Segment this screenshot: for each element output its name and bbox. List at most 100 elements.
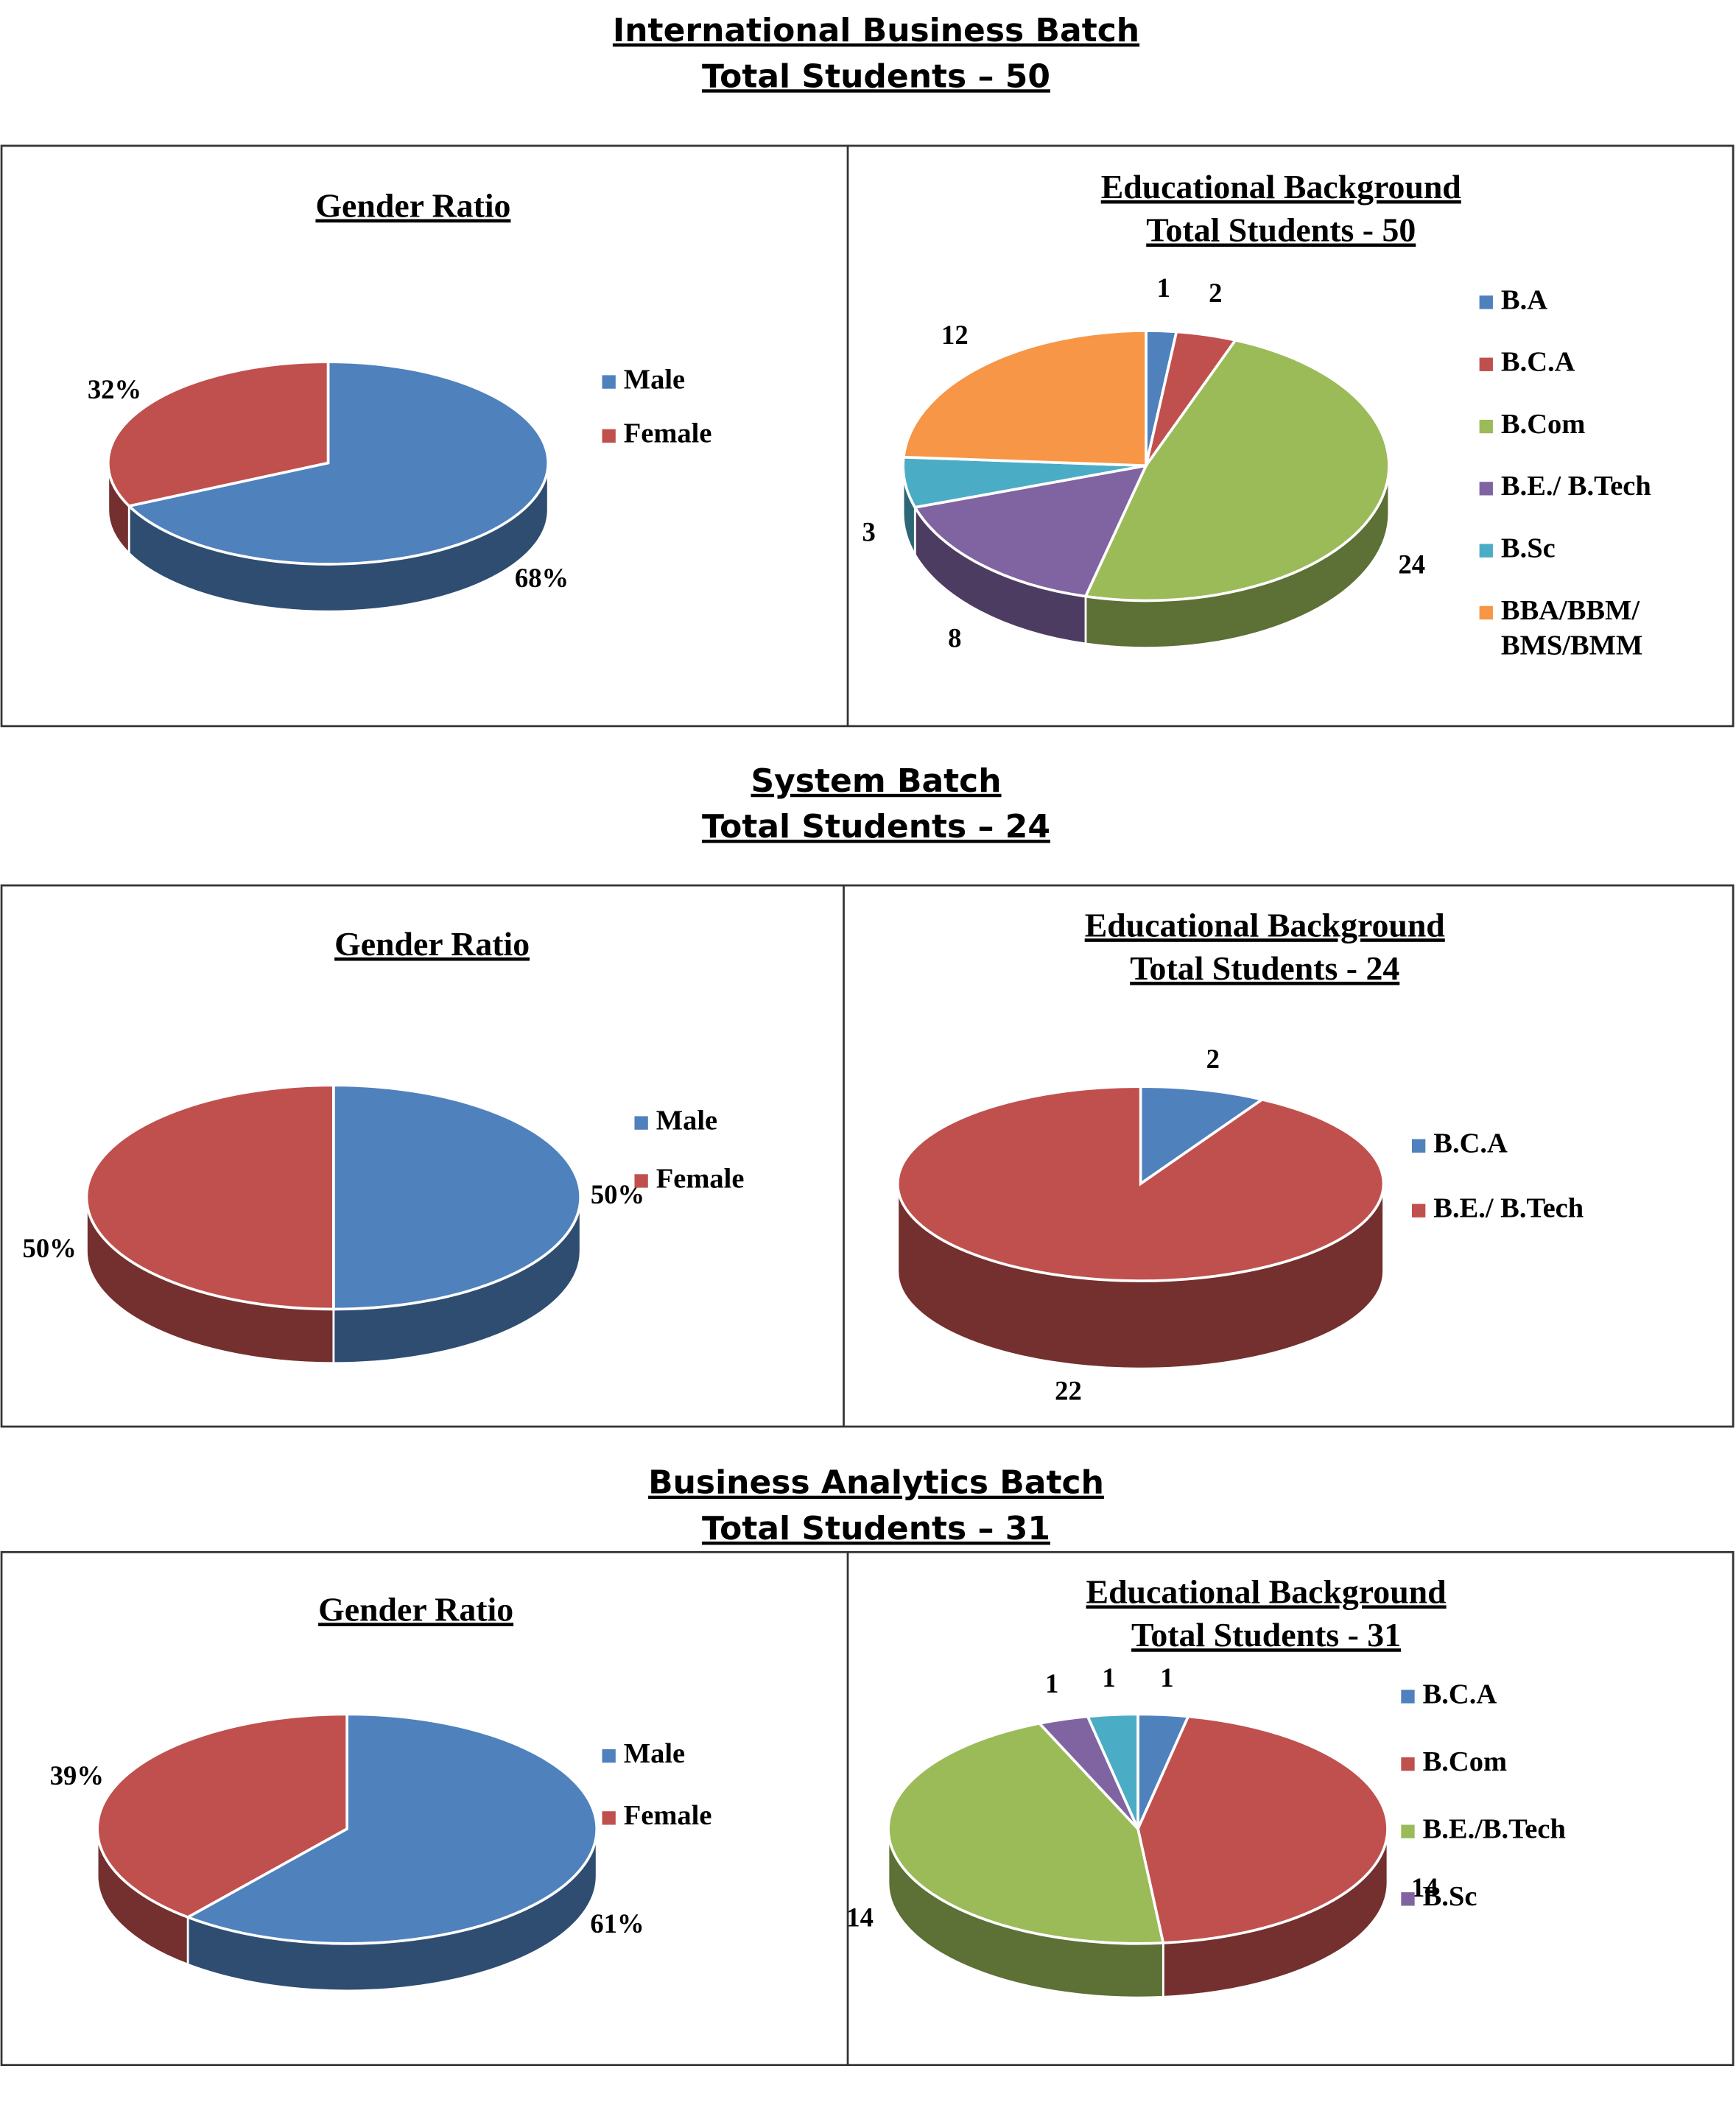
legend-label: B.C.A (1433, 1128, 1508, 1159)
data-label: 14 (1411, 1872, 1438, 1902)
slice (1136, 1715, 1389, 1998)
legend-swatch (1479, 419, 1493, 434)
legend-swatch (1479, 544, 1493, 558)
legend-label: B.Sc (1501, 533, 1556, 563)
slice (1139, 1085, 1266, 1187)
data-label: 3 (862, 517, 876, 547)
section-title: System Batch (751, 762, 1001, 800)
slice (1086, 1712, 1139, 1830)
legend-label: B.Com (1501, 409, 1585, 440)
legend-swatch (1401, 1690, 1415, 1704)
data-label: 68% (515, 563, 569, 593)
slice-top (184, 1712, 599, 1945)
data-label: 24 (1398, 549, 1425, 579)
data-label: 1 (1160, 1662, 1173, 1693)
legend-label: Female (624, 1800, 712, 1831)
chart-subtitle: Total Students - 24 (1130, 949, 1399, 987)
legend-swatch (1479, 605, 1493, 620)
slice (896, 1085, 1385, 1370)
chart-title: Educational Background (1101, 168, 1461, 205)
data-label: 2 (1206, 1044, 1220, 1074)
panel (0, 884, 1735, 1428)
legend-label: B.C.A (1423, 1679, 1497, 1709)
slice-top (126, 360, 550, 566)
slice (887, 1721, 1165, 1999)
data-label: 61% (590, 1908, 644, 1939)
legend-swatch (1401, 1757, 1415, 1771)
section-subtitle: Total Students – 24 (702, 808, 1050, 846)
slice (902, 329, 1148, 468)
legend-swatch (1479, 482, 1493, 496)
slice-top (1136, 1715, 1389, 1944)
slice (184, 1712, 599, 1992)
panel (0, 1550, 1735, 2067)
legend-swatch (1411, 1203, 1426, 1217)
slice-top (1086, 1712, 1139, 1830)
slice-top (1139, 1085, 1266, 1187)
data-label: 14 (846, 1902, 874, 1932)
legend-swatch (602, 429, 616, 443)
slice (96, 1712, 348, 1967)
slice-top (106, 360, 330, 508)
pie-tops (106, 360, 550, 613)
legend-label: Male (656, 1105, 717, 1136)
pie-tops (85, 1083, 583, 1365)
slice (85, 1083, 335, 1365)
slice-top (1083, 338, 1391, 602)
data-label: 1 (1102, 1662, 1115, 1693)
section-title: Business Analytics Batch (648, 1464, 1104, 1502)
legend-swatch (602, 1811, 616, 1825)
chart-title: Educational Background (1085, 906, 1445, 943)
slice (126, 360, 550, 613)
chart-subtitle: Total Students - 50 (1146, 211, 1416, 249)
panel (0, 144, 1735, 728)
slice-top (85, 1083, 335, 1311)
pie-tops (96, 1712, 599, 1992)
slice (913, 463, 1149, 645)
legend-label: B.Sc (1423, 1881, 1477, 1912)
pie-tops (887, 1712, 1389, 1999)
chart-title: Gender Ratio (315, 187, 510, 225)
data-label: 12 (941, 320, 969, 350)
chart-title: Educational Background (1086, 1573, 1447, 1611)
panels (0, 144, 1735, 2067)
slice-top (96, 1712, 348, 1919)
slice-top (887, 1721, 1165, 1945)
data-label: 1 (1045, 1668, 1058, 1698)
legend-label: B.Com (1423, 1746, 1507, 1777)
slice-top (332, 1083, 583, 1311)
legend-label: B.C.A (1501, 347, 1575, 378)
legend-swatch (1479, 357, 1493, 371)
data-label: 22 (1055, 1375, 1082, 1405)
legend-swatch (634, 1174, 648, 1188)
legend-swatch (602, 375, 616, 389)
legend-label: B.A (1501, 284, 1547, 315)
data-label: 2 (1209, 278, 1222, 308)
legend-swatch (1411, 1139, 1426, 1153)
legend-label: BBA/BBM/ BMS/BMM (1501, 595, 1647, 661)
data-label: 8 (948, 622, 961, 653)
legend-swatch (634, 1116, 648, 1130)
data-label: 32% (88, 374, 141, 404)
legend-label: Male (624, 1738, 685, 1769)
legend-swatch (1401, 1824, 1415, 1838)
chart-subtitle: Total Students - 31 (1131, 1616, 1401, 1654)
slice-top (896, 1085, 1385, 1282)
legend-swatch (1401, 1892, 1415, 1906)
slice-top (913, 463, 1149, 598)
data-label: 1 (1157, 273, 1170, 303)
legend-label: B.E./ B.Tech (1433, 1193, 1584, 1224)
legend-label: B.E./B.Tech (1423, 1814, 1566, 1845)
legend-label: Male (624, 364, 685, 395)
legend-label: Female (624, 418, 712, 449)
data-label: 50% (23, 1233, 77, 1263)
section-subtitle: Total Students – 50 (702, 57, 1050, 95)
section-subtitle: Total Students – 31 (702, 1510, 1050, 1547)
pie-tops (902, 329, 1391, 649)
pie-tops (896, 1085, 1385, 1370)
chart-title: Gender Ratio (334, 925, 530, 963)
legend-swatch (1479, 295, 1493, 309)
data-label: 39% (50, 1760, 104, 1791)
legend-swatch (602, 1749, 616, 1763)
